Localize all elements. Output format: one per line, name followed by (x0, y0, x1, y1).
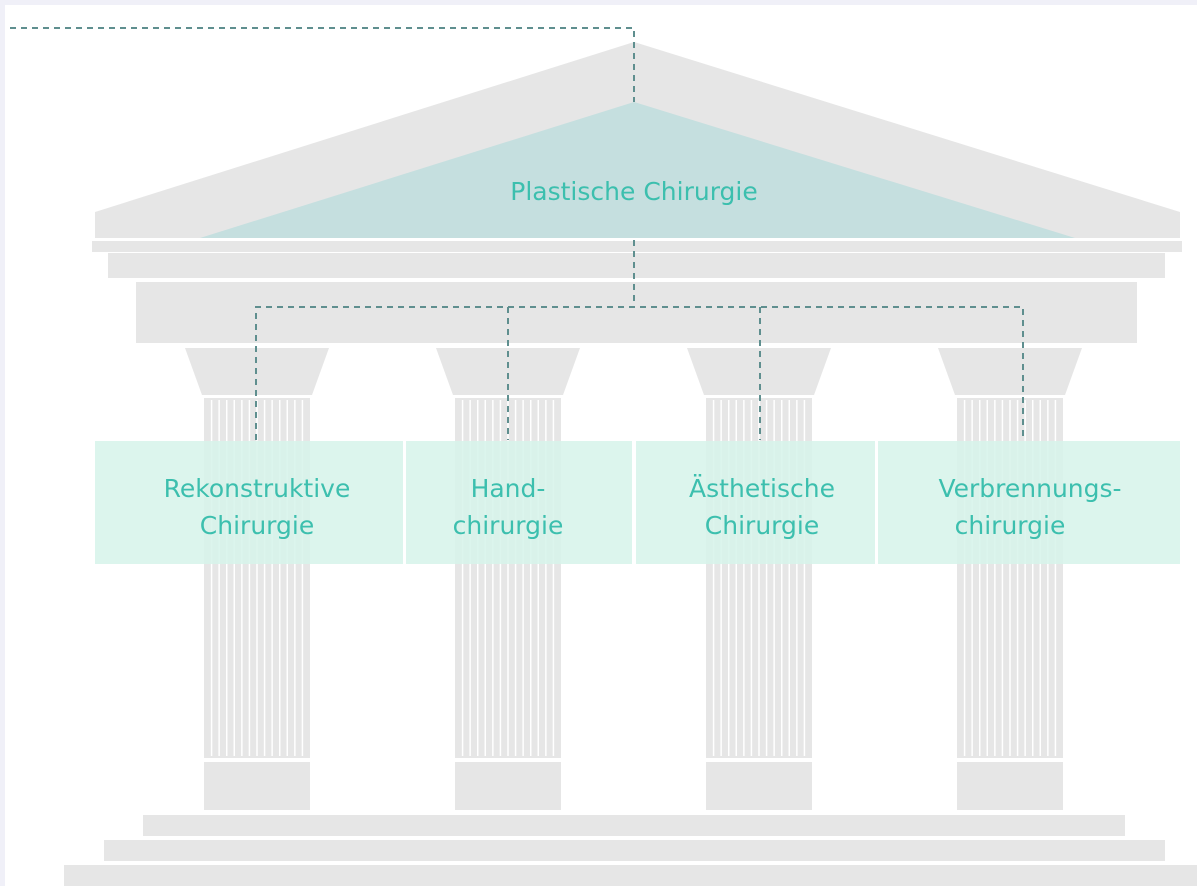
frieze (108, 253, 1165, 278)
column-base (706, 762, 812, 810)
pillar-label: Rekonstruktive (164, 474, 351, 503)
column-base (204, 762, 310, 810)
pillar-label: Ästhetische (689, 474, 835, 503)
cornice (92, 241, 1182, 252)
pillar-label: Hand- (471, 474, 546, 503)
step (143, 815, 1125, 836)
pillar-label: chirurgie (955, 511, 1066, 540)
column-base (957, 762, 1063, 810)
pillar-label: chirurgie (453, 511, 564, 540)
column-capital (938, 348, 1082, 395)
architrave (136, 282, 1137, 343)
temple-diagram: Plastische Chirurgie Rekonstruktive Chir… (0, 0, 1197, 886)
roof-label: Plastische Chirurgie (510, 177, 757, 206)
step (64, 865, 1197, 886)
pillar-label: Verbrennungs- (938, 474, 1121, 503)
column-base (455, 762, 561, 810)
pillar-label: Chirurgie (200, 511, 314, 540)
pillar-label: Chirurgie (705, 511, 819, 540)
step (104, 840, 1165, 861)
